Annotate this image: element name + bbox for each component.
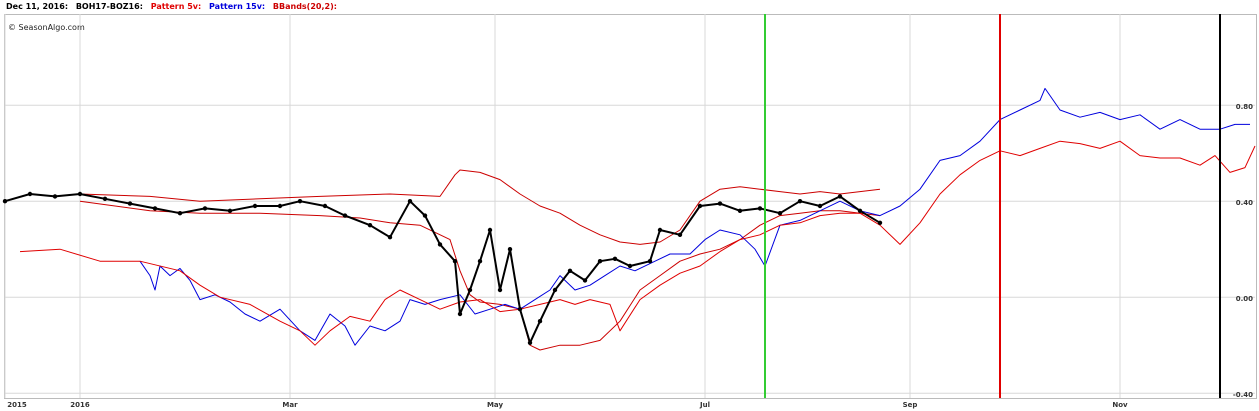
series-point [27,191,33,197]
x-tick-label: Nov [1112,401,1128,409]
series-point [647,259,653,264]
series-point [582,278,588,283]
series-point [837,194,843,199]
series-point [457,311,463,317]
band-lower [79,200,881,351]
legend-entry: BBands(20,2): [272,2,337,11]
series-point [757,206,763,211]
series-point [322,203,328,209]
series-point [452,259,458,264]
series-point [497,287,503,293]
series-point [517,307,523,312]
legend-entry: BOH17-BOZ16: [75,2,143,11]
series-line [4,193,881,344]
x-tick-label: 2016 [70,401,90,409]
series-point [127,201,133,206]
series-point [777,211,783,216]
series-point [737,208,743,213]
series-point [817,203,823,209]
x-tick-label: 2015 [7,401,27,409]
date-label: Dec 11, 2016: [6,2,69,11]
series-point [437,242,443,247]
series-point [677,232,683,237]
series-point [552,287,558,293]
series-point [52,194,58,199]
y-tick-label: -0.40 [1233,391,1253,399]
y-tick-label: 0.00 [1236,295,1253,303]
x-tick-label: Jul [699,401,710,409]
series-point [527,340,533,345]
copyright: © SeasonAlgo.com [8,23,85,32]
series-point [367,223,373,228]
series-point [387,235,393,240]
header: Dec 11, 2016: BOH17-BOZ16: Pattern 5v: P… [6,2,342,11]
legend-entry: Pattern 15v: [209,2,266,11]
series-point [612,256,618,261]
band-upper [79,169,881,245]
series-point [2,199,8,204]
plot-border [4,14,1257,399]
series-point [507,247,513,252]
series-point [407,199,413,204]
series-point [697,203,703,209]
series-point [567,268,573,273]
series-line [139,87,1250,346]
series-point [597,259,603,264]
series-point [342,213,348,218]
series-point [877,220,883,225]
series-point [152,206,158,211]
series-point [77,191,83,197]
series-point [717,201,723,206]
series-line [19,140,1256,346]
series-point [627,263,633,269]
series-point [102,196,108,201]
x-tick-label: Sep [903,401,918,409]
series-point [422,213,428,218]
series-point [477,259,483,264]
legend-entry: Pattern 5v: [150,2,202,11]
series-point [857,208,863,213]
series-point [177,211,183,216]
series-point [467,287,473,293]
series-point [252,203,258,209]
series-point [657,227,663,233]
series-point [227,208,233,213]
series-point [277,203,283,209]
series-point [202,206,208,211]
series-point [487,227,493,233]
y-tick-label: 0.40 [1236,199,1253,207]
y-tick-label: 0.80 [1236,103,1253,111]
series-point [537,319,543,324]
x-tick-label: Mar [282,401,298,409]
series-point [297,199,303,204]
series-point [797,199,803,204]
x-tick-label: May [487,401,503,409]
